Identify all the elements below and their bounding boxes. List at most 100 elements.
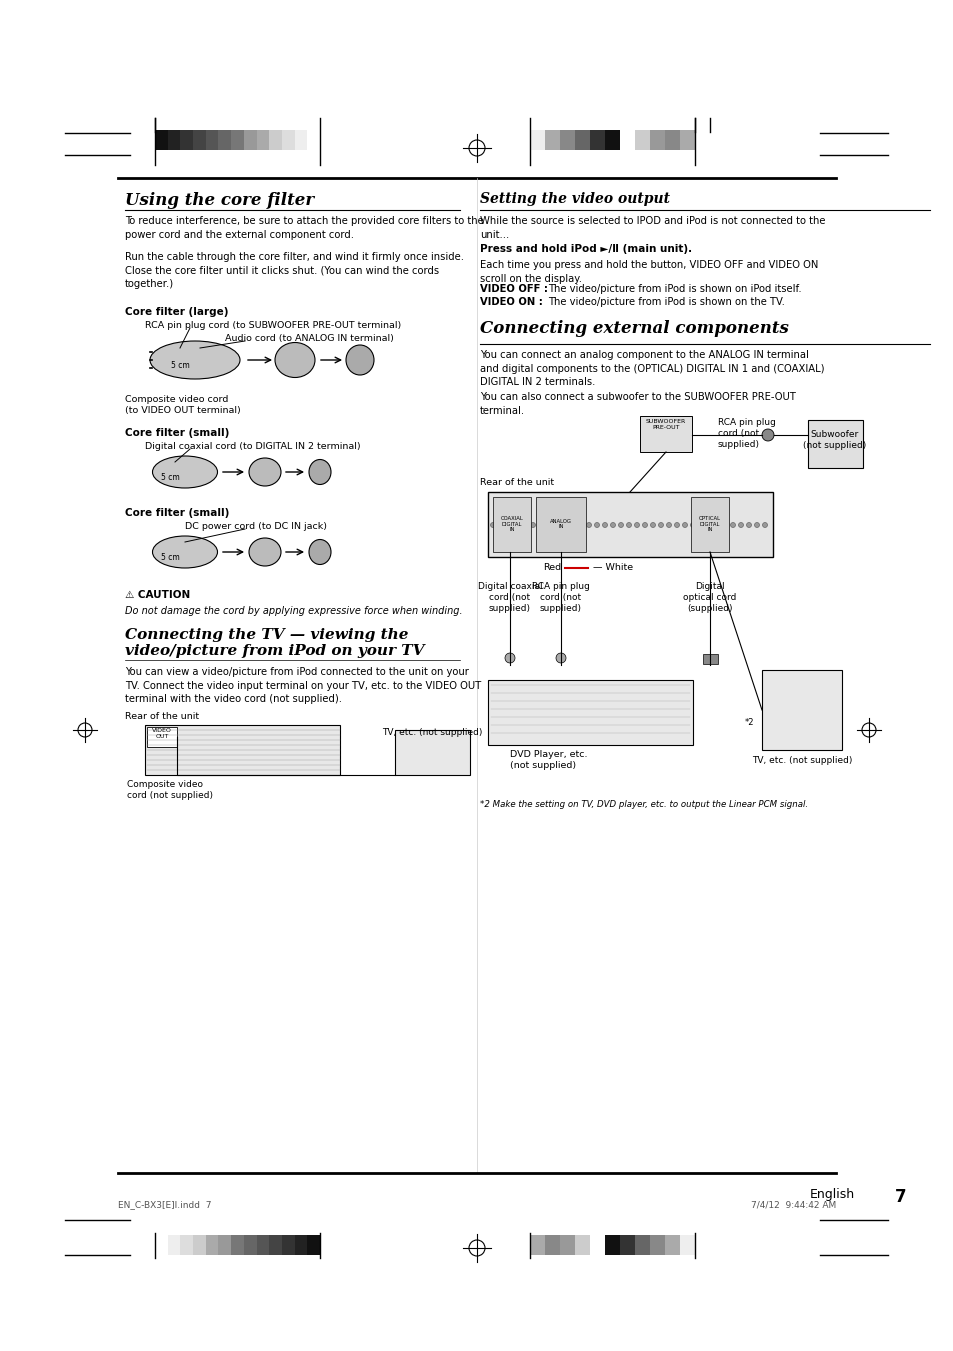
Circle shape (570, 523, 575, 527)
Circle shape (562, 523, 567, 527)
Bar (544, 130, 559, 150)
Bar (544, 1235, 559, 1255)
Text: 5 cm: 5 cm (171, 361, 190, 370)
Bar (664, 130, 679, 150)
Bar (604, 130, 619, 150)
Text: English: English (809, 1188, 854, 1201)
Bar (761, 670, 841, 750)
Bar (807, 420, 862, 467)
Circle shape (658, 523, 662, 527)
Ellipse shape (309, 539, 331, 565)
Text: Core filter (small): Core filter (small) (125, 428, 229, 438)
Circle shape (641, 523, 647, 527)
Text: Audio cord (to ANALOG IN terminal): Audio cord (to ANALOG IN terminal) (225, 334, 394, 343)
Bar (619, 130, 635, 150)
Bar (575, 130, 589, 150)
Text: ANALOG
IN: ANALOG IN (550, 519, 572, 530)
Circle shape (738, 523, 742, 527)
Text: Connecting the TV — viewing the
video/picture from iPod on your TV: Connecting the TV — viewing the video/pi… (125, 628, 424, 658)
Bar (559, 130, 575, 150)
Ellipse shape (274, 343, 314, 377)
Circle shape (514, 523, 519, 527)
Circle shape (681, 523, 687, 527)
Bar (218, 130, 231, 150)
Bar (206, 130, 218, 150)
Circle shape (690, 523, 695, 527)
Text: 5 cm: 5 cm (160, 473, 179, 481)
Circle shape (761, 430, 773, 440)
Bar (530, 1235, 544, 1255)
Ellipse shape (249, 458, 281, 486)
Circle shape (522, 523, 527, 527)
Bar (530, 130, 544, 150)
Text: DVD Player, etc.
(not supplied): DVD Player, etc. (not supplied) (510, 750, 587, 770)
Text: The video/picture from iPod is shown on the TV.: The video/picture from iPod is shown on … (547, 297, 784, 307)
Bar (269, 130, 282, 150)
Circle shape (634, 523, 639, 527)
Bar (307, 1235, 319, 1255)
Bar (180, 130, 193, 150)
Text: Setting the video output: Setting the video output (479, 192, 669, 205)
Text: Core filter (large): Core filter (large) (125, 307, 229, 317)
Circle shape (490, 523, 495, 527)
Circle shape (546, 523, 551, 527)
Bar (604, 1235, 619, 1255)
Circle shape (578, 523, 583, 527)
Bar (307, 130, 319, 150)
Bar (154, 1235, 168, 1255)
Circle shape (556, 653, 565, 663)
Text: RCA pin plug cord (to SUBWOOFER PRE-OUT terminal): RCA pin plug cord (to SUBWOOFER PRE-OUT … (145, 322, 401, 330)
Bar (589, 130, 604, 150)
Circle shape (674, 523, 679, 527)
Bar (493, 497, 531, 553)
Text: Composite video
cord (not supplied): Composite video cord (not supplied) (127, 780, 213, 800)
Circle shape (714, 523, 719, 527)
Bar (231, 1235, 244, 1255)
Bar (294, 130, 307, 150)
Bar (702, 654, 718, 663)
Bar (395, 730, 470, 775)
Circle shape (618, 523, 623, 527)
Circle shape (730, 523, 735, 527)
Bar (664, 1235, 679, 1255)
Circle shape (530, 523, 535, 527)
Text: Digital coaxial cord (to DIGITAL IN 2 terminal): Digital coaxial cord (to DIGITAL IN 2 te… (145, 442, 360, 451)
Bar (635, 130, 649, 150)
Bar (244, 130, 256, 150)
Bar (145, 725, 339, 775)
Text: Core filter (small): Core filter (small) (125, 508, 229, 517)
Circle shape (586, 523, 591, 527)
Text: Each time you press and hold the button, VIDEO OFF and VIDEO ON
scroll on the di: Each time you press and hold the button,… (479, 259, 818, 284)
Bar (619, 1235, 635, 1255)
Text: VIDEO OFF :: VIDEO OFF : (479, 284, 547, 295)
Text: Do not damage the cord by applying expressive force when winding.: Do not damage the cord by applying expre… (125, 607, 462, 616)
Circle shape (721, 523, 727, 527)
Text: TV, etc. (not supplied): TV, etc. (not supplied) (751, 757, 851, 765)
Bar (649, 1235, 664, 1255)
Bar (294, 1235, 307, 1255)
Text: While the source is selected to IPOD and iPod is not connected to the
unit...: While the source is selected to IPOD and… (479, 216, 824, 239)
Circle shape (504, 653, 515, 663)
Text: The video/picture from iPod is shown on iPod itself.: The video/picture from iPod is shown on … (547, 284, 801, 295)
Bar (635, 1235, 649, 1255)
Circle shape (698, 523, 702, 527)
Bar (180, 1235, 193, 1255)
Text: Digital
optical cord
(supplied): Digital optical cord (supplied) (682, 582, 736, 613)
Bar (679, 130, 695, 150)
Circle shape (761, 523, 767, 527)
Text: 5 cm: 5 cm (160, 553, 179, 562)
Ellipse shape (152, 536, 217, 567)
Ellipse shape (152, 457, 217, 488)
Text: Composite video cord
(to VIDEO OUT terminal): Composite video cord (to VIDEO OUT termi… (125, 394, 240, 415)
Bar (218, 1235, 231, 1255)
Text: You can view a video/picture from iPod connected to the unit on your
TV. Connect: You can view a video/picture from iPod c… (125, 667, 480, 704)
Bar (206, 1235, 218, 1255)
Text: EN_C-BX3[E]I.indd  7: EN_C-BX3[E]I.indd 7 (118, 1200, 212, 1209)
Text: 7/4/12  9:44:42 AM: 7/4/12 9:44:42 AM (750, 1200, 835, 1209)
Circle shape (602, 523, 607, 527)
Circle shape (745, 523, 751, 527)
Text: RCA pin plug
cord (not
supplied): RCA pin plug cord (not supplied) (718, 417, 775, 449)
Bar (690, 497, 728, 553)
Bar (269, 1235, 282, 1255)
Text: SUBWOOFER
PRE-OUT: SUBWOOFER PRE-OUT (645, 419, 685, 430)
